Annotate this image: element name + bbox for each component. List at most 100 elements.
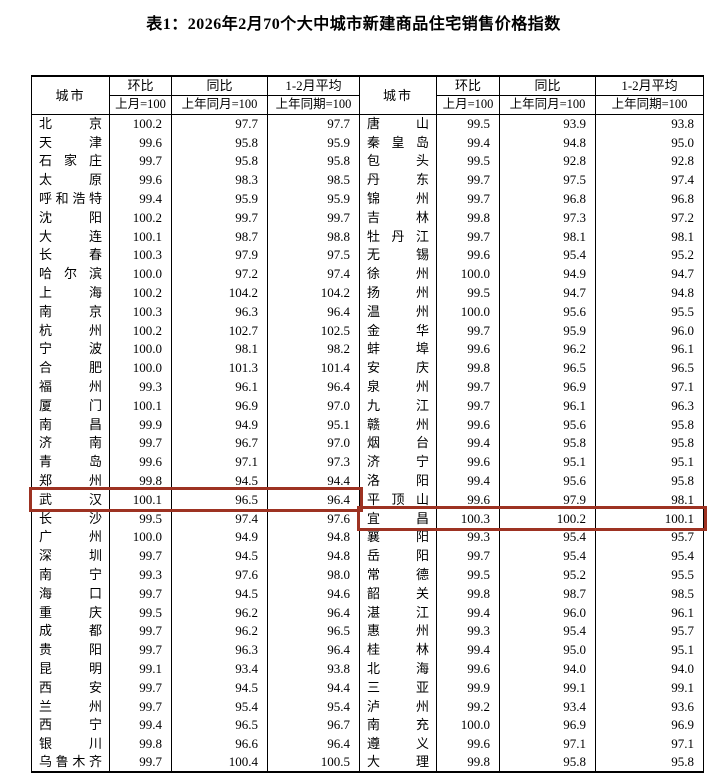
cell-avg: 94.4 [267,677,360,697]
cell-yoy: 95.6 [499,414,596,434]
cell-avg: 95.8 [267,151,360,171]
cell-yoy: 94.5 [171,546,268,566]
cell-yoy: 99.7 [171,207,268,227]
cell-mom: 99.7 [436,320,500,340]
cell-city: 成都 [31,621,110,641]
cell-avg: 95.5 [595,301,704,321]
cell-avg: 95.8 [595,433,704,453]
cell-mom: 99.4 [436,602,500,622]
cell-avg: 97.2 [595,207,704,227]
cell-city: 大理 [359,753,437,772]
cell-city: 上海 [31,283,110,302]
cell-yoy: 96.8 [499,189,596,208]
cell-mom: 99.6 [436,339,500,359]
cell-avg: 95.5 [595,565,704,584]
col-subheader-mom-base-right: 上月=100 [436,95,500,115]
cell-mom: 99.5 [436,114,500,133]
cell-avg: 95.2 [595,245,704,265]
cell-yoy: 94.5 [171,471,268,490]
cell-city: 北京 [31,114,110,133]
cell-city: 深圳 [31,546,110,566]
table-row: 长春 100.3 97.9 97.5 无锡 99.6 95.4 95.2 [31,245,704,265]
cell-yoy: 97.1 [171,452,268,472]
cell-city: 福州 [31,377,110,396]
cell-mom: 99.4 [436,471,500,490]
cell-city: 天津 [31,132,110,152]
cell-yoy: 94.9 [171,527,268,547]
cell-yoy: 100.4 [171,753,268,772]
cell-mom: 100.1 [109,395,172,415]
cell-mom: 100.1 [109,489,172,509]
cell-mom: 99.6 [109,170,172,190]
table-row: 南昌 99.9 94.9 95.1 赣州 99.6 95.6 95.8 [31,414,704,434]
table-row: 哈尔滨 100.0 97.2 97.4 徐州 100.0 94.9 94.7 [31,264,704,284]
cell-mom: 99.6 [436,659,500,678]
cell-city: 牡丹江 [359,226,437,246]
cell-mom: 100.0 [109,339,172,359]
cell-city: 吉林 [359,207,437,227]
cell-mom: 100.0 [436,715,500,735]
cell-avg: 96.4 [267,377,360,396]
cell-yoy: 94.9 [171,414,268,434]
cell-avg: 96.1 [595,602,704,622]
cell-yoy: 96.9 [171,395,268,415]
cell-mom: 99.6 [109,452,172,472]
cell-avg: 96.5 [595,358,704,378]
cell-yoy: 96.9 [499,377,596,396]
col-subheader-yoy-base-left: 上年同月=100 [171,95,268,115]
cell-mom: 99.8 [436,358,500,378]
cell-avg: 98.0 [267,565,360,584]
cell-city: 烟台 [359,433,437,453]
cell-mom: 99.5 [109,602,172,622]
cell-yoy: 94.5 [171,677,268,697]
cell-avg: 96.3 [595,395,704,415]
cell-yoy: 98.1 [171,339,268,359]
cell-city: 哈尔滨 [31,264,110,284]
cell-mom: 99.7 [436,546,500,566]
cell-yoy: 95.8 [499,433,596,453]
cell-avg: 97.7 [267,114,360,133]
cell-yoy: 97.5 [499,170,596,190]
cell-city: 金华 [359,320,437,340]
cell-avg: 100.1 [595,508,704,528]
cell-avg: 96.4 [267,489,360,509]
col-header-avg-left: 1-2月平均 [267,76,360,96]
cell-city: 郑州 [31,471,110,490]
cell-avg: 96.4 [267,602,360,622]
cell-city: 桂林 [359,640,437,660]
cell-mom: 99.6 [436,489,500,509]
cell-avg: 96.8 [595,189,704,208]
cell-avg: 95.1 [595,452,704,472]
cell-mom: 99.5 [436,565,500,584]
cell-yoy: 96.6 [171,734,268,754]
cell-avg: 95.7 [595,527,704,547]
cell-yoy: 94.7 [499,283,596,302]
cell-city: 呼和浩特 [31,189,110,208]
cell-yoy: 95.4 [499,621,596,641]
cell-avg: 98.1 [595,489,704,509]
cell-mom: 99.9 [436,677,500,697]
cell-avg: 95.8 [595,471,704,490]
cell-mom: 99.1 [109,659,172,678]
cell-yoy: 95.4 [499,546,596,566]
table-row: 太原 99.6 98.3 98.5 丹东 99.7 97.5 97.4 [31,170,704,190]
cell-city: 韶关 [359,583,437,603]
table-row: 南宁 99.3 97.6 98.0 常德 99.5 95.2 95.5 [31,565,704,584]
cell-yoy: 95.4 [171,696,268,716]
cell-avg: 96.9 [595,715,704,735]
cell-avg: 97.4 [595,170,704,190]
table-row: 郑州 99.8 94.5 94.4 洛阳 99.4 95.6 95.8 [31,471,704,490]
cell-avg: 94.0 [595,659,704,678]
cell-avg: 97.6 [267,508,360,528]
cell-mom: 100.0 [109,358,172,378]
cell-yoy: 97.1 [499,734,596,754]
cell-mom: 99.8 [109,471,172,490]
cell-city: 济南 [31,433,110,453]
cell-yoy: 96.5 [499,358,596,378]
cell-avg: 104.2 [267,283,360,302]
cell-avg: 97.1 [595,377,704,396]
cell-city: 济宁 [359,452,437,472]
cell-city: 扬州 [359,283,437,302]
cell-city: 九江 [359,395,437,415]
